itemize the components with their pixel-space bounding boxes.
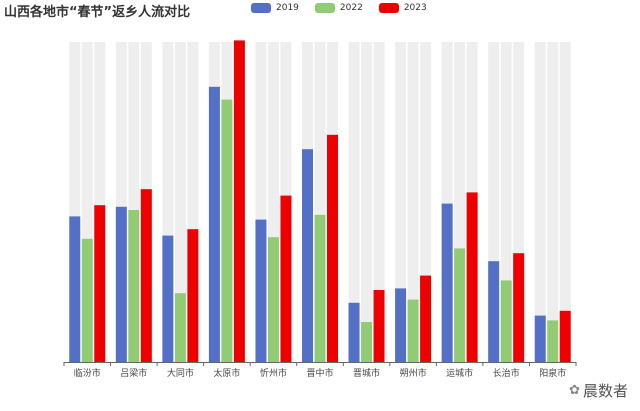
legend-swatch-2019 [251, 3, 271, 13]
background-bar [162, 42, 174, 362]
bar-2023-2[interactable] [187, 229, 199, 362]
background-bar [361, 42, 373, 362]
bar-2019-10[interactable] [534, 315, 546, 362]
legend-label-2019: 2019 [276, 3, 299, 13]
legend-item-2023[interactable]: 2023 [378, 3, 427, 13]
x-tick-label: 阳泉市 [539, 367, 566, 379]
legend: 2019 2022 2023 [251, 3, 427, 13]
bar-2022-5[interactable] [314, 214, 326, 362]
background-bar [488, 42, 500, 362]
bar-2022-2[interactable] [174, 293, 186, 362]
bar-2019-7[interactable] [395, 288, 407, 362]
bar-2022-1[interactable] [128, 210, 140, 362]
legend-item-2019[interactable]: 2019 [251, 3, 299, 13]
x-tick-label: 忻州市 [260, 367, 287, 379]
bar-2022-6[interactable] [361, 322, 373, 362]
bar-2019-8[interactable] [441, 203, 453, 362]
legend-label-2023: 2023 [403, 3, 427, 13]
background-bar [115, 42, 127, 362]
bar-2019-5[interactable] [302, 149, 313, 362]
bar-2023-1[interactable] [140, 189, 152, 362]
x-tick-label: 晋城市 [353, 367, 380, 379]
bar-2023-6[interactable] [373, 290, 385, 362]
bar-2019-4[interactable] [255, 219, 267, 362]
background-bar [513, 42, 525, 362]
background-bar [348, 42, 360, 362]
bar-2019-3[interactable] [208, 86, 220, 363]
bar-2019-6[interactable] [348, 302, 360, 362]
bar-2019-9[interactable] [488, 261, 500, 362]
bar-2023-9[interactable] [513, 253, 525, 362]
background-bar [373, 42, 385, 362]
background-bar [314, 42, 326, 362]
watermark-text: 晨数者 [582, 382, 628, 400]
background-bar [174, 42, 186, 362]
bar-2022-4[interactable] [267, 237, 279, 362]
chart-title: 山西各地市“春节”返乡人流对比 [4, 5, 191, 20]
x-tick-label: 运城市 [446, 367, 473, 379]
x-tick-label: 朔州市 [400, 367, 427, 379]
bar-2022-9[interactable] [500, 280, 512, 362]
background-bar [69, 42, 81, 362]
x-tick-label: 太原市 [213, 367, 240, 379]
background-bar [420, 42, 432, 362]
bar-2023-10[interactable] [559, 310, 571, 362]
background-bar [94, 42, 106, 362]
bar-2022-7[interactable] [407, 299, 419, 362]
legend-label-2022: 2022 [339, 3, 363, 13]
x-tick-label: 晋中市 [306, 367, 333, 379]
background-bar [559, 42, 571, 362]
background-bar [187, 42, 199, 362]
background-bar [547, 42, 559, 362]
bar-2019-1[interactable] [115, 206, 127, 362]
x-tick-label: 长治市 [493, 367, 520, 379]
background-bar [534, 42, 546, 362]
background-bar [255, 42, 267, 362]
background-bar [500, 42, 512, 362]
legend-swatch-2022 [314, 3, 335, 13]
watermark: ✿ 晨数者 [569, 380, 628, 401]
bar-2023-5[interactable] [327, 134, 338, 362]
background-bar [81, 42, 93, 362]
bar-2023-3[interactable] [233, 40, 245, 363]
x-tick-label: 临汾市 [74, 367, 101, 379]
background-bar [395, 42, 407, 362]
bar-2022-8[interactable] [454, 248, 466, 362]
bar-2022-0[interactable] [81, 238, 93, 362]
paw-icon: ✿ [569, 383, 580, 398]
bar-2022-10[interactable] [547, 320, 559, 362]
x-tick-label: 大同市 [167, 367, 194, 379]
bar-2019-2[interactable] [162, 235, 174, 362]
bar-2023-7[interactable] [420, 275, 432, 362]
bar-2023-8[interactable] [466, 192, 478, 362]
legend-item-2022[interactable]: 2022 [314, 3, 363, 13]
background-bar [441, 42, 453, 362]
bar-2022-3[interactable] [221, 99, 233, 362]
background-bar [407, 42, 419, 362]
bar-2023-4[interactable] [280, 195, 292, 362]
background-bar [128, 42, 140, 362]
background-bar [454, 42, 466, 362]
bar-2023-0[interactable] [94, 205, 106, 362]
bar-2019-0[interactable] [69, 216, 81, 362]
background-bar [267, 42, 279, 362]
legend-swatch-2023 [378, 3, 399, 13]
x-tick-label: 吕梁市 [120, 367, 147, 379]
